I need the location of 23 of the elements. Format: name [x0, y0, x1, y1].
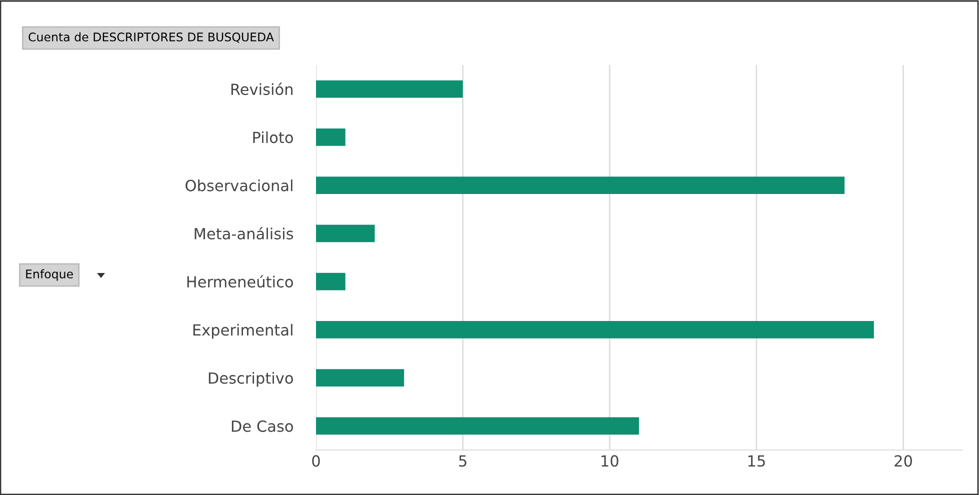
bar [316, 80, 463, 98]
x-tick-label: 0 [312, 455, 320, 467]
text: Enfoque [26, 269, 73, 281]
bar [316, 417, 639, 435]
x-tick-label: 20 [894, 455, 912, 467]
bar [316, 321, 874, 338]
bar [316, 224, 375, 242]
y-tick-label: Revisión [231, 82, 292, 96]
bar [316, 272, 346, 290]
bar [316, 128, 346, 146]
y-tick-label: Piloto [253, 131, 293, 144]
x-tick-label: 5 [459, 455, 466, 467]
y-tick-label: De Caso [232, 420, 293, 432]
y-tick-label: Hermeneútico [187, 275, 293, 288]
bar [316, 176, 845, 194]
x-tick-label: 15 [748, 455, 765, 467]
y-tick-label: Descriptivo [208, 372, 293, 387]
bar [316, 369, 404, 386]
y-tick-label: Meta-análisis [194, 227, 294, 240]
text: Cuenta de DESCRIPTORES DE BUSQUEDA [28, 32, 274, 43]
x-tick-label: 10 [602, 455, 618, 467]
y-tick-label: Observacional [186, 180, 292, 192]
y-tick-label: Experimental [193, 324, 292, 339]
